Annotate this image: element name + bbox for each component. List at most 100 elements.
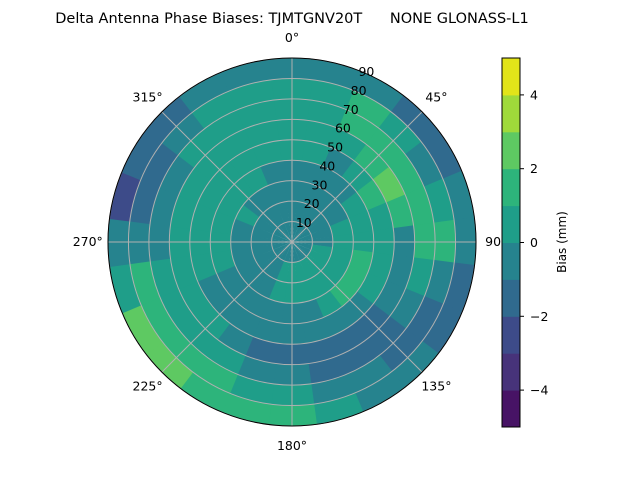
contour-cell <box>294 200 309 224</box>
contour-cell <box>367 202 395 232</box>
theta-tick-labels: 0°45°90°135°180°225°270°315° <box>73 30 508 453</box>
contour-cell <box>179 371 231 413</box>
contour-cell <box>250 225 274 240</box>
contour-cell <box>329 247 354 267</box>
contour-cell <box>292 222 305 242</box>
contour-cell <box>310 225 334 240</box>
contour-cell <box>299 203 318 226</box>
contour-cell <box>260 160 285 186</box>
polar-grid <box>107 57 477 427</box>
contour-cell <box>169 254 198 290</box>
contour-cell <box>252 139 282 167</box>
contour-cell <box>405 296 444 343</box>
r-tick-label: 70 <box>343 102 359 117</box>
r-tick-label: 40 <box>319 158 335 173</box>
contour-cell <box>338 338 381 376</box>
contour-cell <box>189 202 217 232</box>
colorbar-segment <box>502 205 520 243</box>
r-tick-label: 60 <box>335 121 351 136</box>
contour-cell <box>203 338 246 376</box>
contour-cell <box>283 242 292 263</box>
contour-cell <box>234 204 260 227</box>
contour-cell <box>292 242 305 262</box>
contour-cell <box>386 194 415 230</box>
theta-gridline <box>161 241 293 373</box>
contour-cell <box>216 127 254 162</box>
contour-cell <box>421 129 463 181</box>
contour-cell <box>372 280 407 318</box>
contour-cell <box>244 119 280 148</box>
colorbar-tick-label: −2 <box>530 309 548 324</box>
contour-cell <box>230 247 255 267</box>
contour-cell <box>292 229 312 242</box>
contour-cell <box>346 90 393 129</box>
colorbar-segment <box>502 94 520 133</box>
contour-cell <box>329 217 354 237</box>
theta-gridline <box>291 241 423 373</box>
contour-cell <box>140 296 179 343</box>
contour-cell <box>158 288 196 331</box>
contour-cell <box>230 217 255 237</box>
contour-cell <box>177 166 212 204</box>
contour-cell <box>279 222 292 242</box>
contour-cell <box>179 71 231 113</box>
contour-cell <box>294 260 309 284</box>
contour-cell <box>292 242 313 251</box>
contour-cell <box>353 371 405 413</box>
colorbar-segment <box>502 168 520 207</box>
theta-tick-label: 135° <box>421 378 451 393</box>
contour-cell <box>346 355 393 394</box>
colorbar-tick-label: 0 <box>530 235 538 250</box>
contour-cell <box>304 119 340 148</box>
colorbar-tick-label: 2 <box>530 161 538 176</box>
contour-cell <box>283 221 292 242</box>
contour-cell <box>253 249 276 268</box>
r-tick-label: 90 <box>358 64 374 79</box>
r-tick-label: 50 <box>327 140 343 155</box>
contour-cell <box>388 153 426 196</box>
contour-cell <box>312 392 364 425</box>
contour-cell <box>299 298 324 324</box>
contour-cell <box>312 59 364 92</box>
contour-cell <box>353 71 405 113</box>
contour-cell <box>330 322 368 357</box>
r-tick-labels: 10 20 30 40 50 60 70 80 90 <box>296 64 375 230</box>
contour-cell <box>310 244 334 259</box>
contour-cell <box>304 336 340 365</box>
contour-cell <box>302 317 332 345</box>
contour-cell <box>121 129 163 181</box>
contour-cell <box>252 317 282 345</box>
theta-tick-label: 270° <box>73 234 103 249</box>
contour-cell <box>275 200 290 224</box>
contour-cell <box>169 194 198 230</box>
colorbar-segment <box>502 390 520 428</box>
contour-cell <box>254 274 277 300</box>
contour-cell <box>348 210 374 235</box>
colorbar-tick-label: −4 <box>530 383 548 398</box>
contour-cell <box>367 252 395 282</box>
contour-cell <box>297 279 317 304</box>
colorbar <box>501 57 521 428</box>
contour-cell <box>121 303 163 355</box>
r-tick-label: 10 <box>296 215 312 230</box>
colorbar-ticks: −4 −2 0 2 4 <box>520 87 548 398</box>
contour-cell <box>338 108 381 146</box>
theta-gridline <box>161 111 293 243</box>
contour-cell <box>275 260 290 284</box>
r-tick-label: 80 <box>351 83 367 98</box>
contour-cell <box>253 216 276 235</box>
theta-tick-label: 45° <box>425 90 447 105</box>
contour-cell <box>220 59 272 92</box>
contour-cell <box>250 244 274 259</box>
colorbar-segment <box>502 279 520 317</box>
chart-title: Delta Antenna Phase Biases: TJMTGNV20T N… <box>55 11 528 27</box>
contour-cell <box>279 242 292 262</box>
contour-cell <box>330 127 368 162</box>
contour-cell <box>109 170 142 222</box>
contour-cell <box>177 280 212 318</box>
contour-cell <box>267 279 287 304</box>
contour-cell <box>266 203 285 226</box>
contour-cell <box>299 258 318 281</box>
contour-cell <box>292 242 312 255</box>
